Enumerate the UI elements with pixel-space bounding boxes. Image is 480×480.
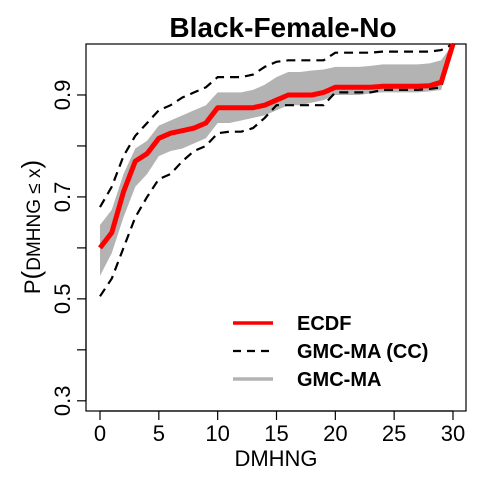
- x-tick-label: 5: [153, 421, 165, 446]
- y-axis: 0.3 0.5 0.7 0.9: [50, 80, 87, 417]
- y-tick-label: 0.3: [50, 386, 75, 417]
- y-axis-label-inner: DMHNG ≤ x: [24, 168, 45, 271]
- svg-text:P(DMHNG ≤ x): P(DMHNG ≤ x): [16, 160, 46, 294]
- y-tick-label: 0.9: [50, 80, 75, 111]
- ecdf-line: [98, 43, 456, 250]
- x-tick-label: 10: [205, 421, 229, 446]
- gmc-ma-cc-upper-line: [99, 43, 454, 208]
- x-tick-label: 30: [441, 421, 465, 446]
- x-tick-label: 20: [323, 421, 347, 446]
- chart-title: Black-Female-No: [169, 12, 396, 43]
- y-tick-label: 0.5: [50, 284, 75, 315]
- y-axis-label-prefix: P: [20, 279, 45, 294]
- gmc-ma-cc-lower-line: [99, 43, 455, 297]
- gmc-ma-band: [100, 44, 453, 276]
- y-tick-label: 0.7: [50, 182, 75, 213]
- x-tick-label: 15: [264, 421, 288, 446]
- legend-label: GMC-MA: [297, 369, 381, 391]
- y-axis-label-close-paren: ): [16, 160, 46, 169]
- x-axis: 0 5 10 15 20 25 30: [94, 410, 465, 446]
- x-tick-label: 25: [382, 421, 406, 446]
- y-axis-label: P(DMHNG ≤ x): [16, 160, 46, 294]
- legend-label: GMC-MA (CC): [297, 341, 428, 363]
- x-axis-label: DMHNG: [234, 446, 317, 471]
- legend: ECDF GMC-MA (CC) GMC-MA: [233, 313, 428, 391]
- legend-label: ECDF: [297, 313, 351, 335]
- ecdf-layer: [98, 43, 456, 250]
- gmc-ma-band-layer: [100, 44, 453, 276]
- x-tick-label: 0: [94, 421, 106, 446]
- gmc-ma-cc-layer: [99, 43, 455, 297]
- y-axis-label-open-paren: (: [16, 270, 46, 279]
